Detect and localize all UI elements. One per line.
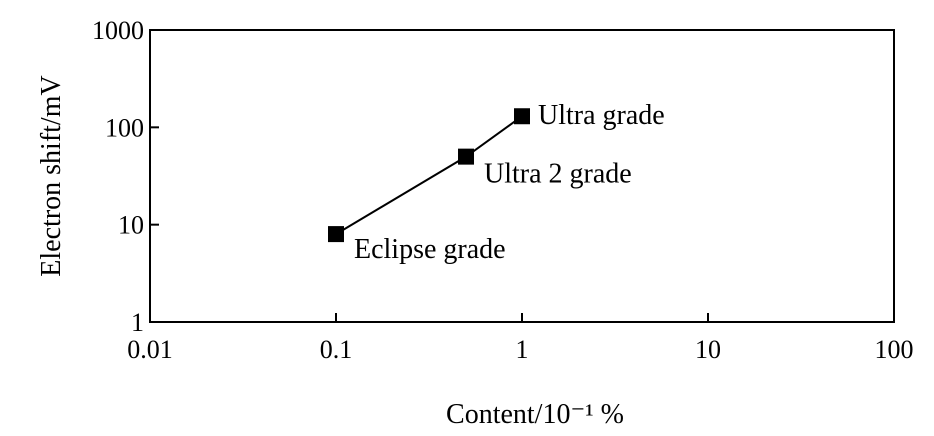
y-tick-label: 1 xyxy=(131,308,144,337)
x-tick-label: 0.1 xyxy=(320,335,353,364)
x-axis: 0.01 0.1 1 10 100 xyxy=(127,313,914,364)
x-tick-label: 10 xyxy=(695,335,721,364)
data-point-marker xyxy=(458,148,475,165)
y-tick-label: 10 xyxy=(118,211,144,240)
x-tick-label: 1 xyxy=(516,335,529,364)
y-tick-label: 100 xyxy=(105,113,144,142)
x-tick-label: 100 xyxy=(875,335,914,364)
data-point-label: Eclipse grade xyxy=(354,234,506,265)
y-tick-label: 1000 xyxy=(92,16,144,45)
y-axis: 1 10 100 1000 xyxy=(92,16,159,337)
data-point-label: Ultra grade xyxy=(538,100,665,131)
data-point-marker xyxy=(328,226,344,243)
data-point-marker xyxy=(514,108,530,125)
x-axis-title: Content/10⁻¹ % xyxy=(446,399,624,430)
series-layer: Eclipse grade Ultra 2 grade Ultra grade xyxy=(328,100,665,265)
data-point-label: Ultra 2 grade xyxy=(484,159,632,190)
x-tick-label: 0.01 xyxy=(127,335,173,364)
y-axis-title: Electron shift/mV xyxy=(36,75,67,276)
